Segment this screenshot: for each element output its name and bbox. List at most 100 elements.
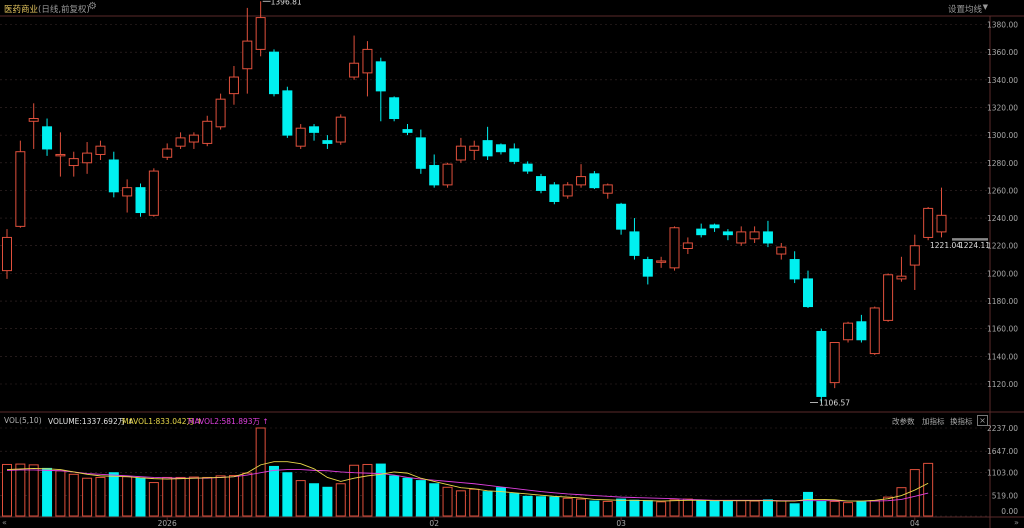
volume-bar-down xyxy=(709,500,720,517)
candle-body xyxy=(803,278,813,308)
candle-body xyxy=(549,184,560,202)
volume-bar-down xyxy=(389,475,400,517)
candle-down xyxy=(495,143,506,155)
min-price-label: 1106.57 xyxy=(819,399,850,408)
candle-up xyxy=(148,168,159,217)
candle-up xyxy=(188,132,199,149)
candle-body xyxy=(696,228,707,236)
candle-body xyxy=(576,176,587,186)
close-icon[interactable]: × xyxy=(977,415,988,426)
candle-down xyxy=(42,118,53,156)
scroll-left-icon[interactable]: « xyxy=(2,518,7,527)
volume-bar-up xyxy=(15,463,26,517)
date-label: 04 xyxy=(910,519,920,528)
candle-body xyxy=(629,231,640,256)
chart-header: 医药商业 (日线,前复权) ⚙ 设置均线 ▼ xyxy=(0,0,1024,16)
scroll-right-icon[interactable]: » xyxy=(1014,518,1019,527)
change-params-button[interactable]: 改参数 xyxy=(892,417,915,426)
volume-axis: 2237.00 1647.00 1103.00 519.00 0.00 xyxy=(987,424,1018,516)
candle-body xyxy=(95,145,106,155)
candle-up xyxy=(896,256,907,282)
volume-header: VOL(5,10) VOLUME:1337.692万 ↑ MAVOL1:833.… xyxy=(0,414,990,426)
candle-up xyxy=(776,242,787,260)
candle-up xyxy=(202,115,213,147)
volume-bar-up xyxy=(776,500,787,517)
max-price-label: 1396.81 xyxy=(271,0,302,6)
candle-down xyxy=(549,182,560,205)
candle-body xyxy=(602,184,613,194)
sector-title[interactable]: 医药商业 xyxy=(4,5,39,15)
candle-body xyxy=(162,148,173,158)
candle-up xyxy=(255,1,266,57)
volume-bar-up xyxy=(669,499,680,517)
candle-body xyxy=(202,120,213,144)
volume-bars xyxy=(2,427,934,517)
candle-body xyxy=(349,62,360,78)
volume-bar-down xyxy=(803,491,813,517)
candle-body xyxy=(856,321,867,341)
candle-down xyxy=(415,129,426,174)
volume-bar-down xyxy=(402,477,413,517)
volume-bar-down xyxy=(135,477,146,517)
candle-up xyxy=(469,140,480,161)
candle-up xyxy=(442,162,453,188)
candle-body xyxy=(816,330,827,397)
volume-bar-up xyxy=(602,500,613,517)
volume-bar-down xyxy=(482,491,493,517)
date-label: 02 xyxy=(429,519,439,528)
last-low-label: 1221.04 xyxy=(930,241,961,250)
volume-bar-down xyxy=(309,483,320,517)
volume-tick-label: 0.00 xyxy=(1001,507,1018,516)
candle-up xyxy=(335,114,346,145)
add-indicator-button[interactable]: 加指标 xyxy=(922,417,945,426)
candle-up xyxy=(883,273,894,322)
candle-body xyxy=(682,242,693,249)
candle-up xyxy=(455,137,466,163)
arrow-up-icon: ↑ xyxy=(262,417,269,426)
candle-down xyxy=(402,124,413,136)
volume-bar-down xyxy=(642,500,653,517)
price-tick-label: 1240.00 xyxy=(987,214,1018,223)
candle-up xyxy=(682,237,693,255)
volume-bar-up xyxy=(682,498,693,517)
candle-down xyxy=(108,151,119,198)
gear-icon[interactable]: ⚙ xyxy=(88,1,97,12)
candle-up xyxy=(82,142,93,174)
candle-body xyxy=(68,158,79,167)
candle-body xyxy=(108,159,119,193)
candle-up xyxy=(95,140,106,161)
volume-bar-up xyxy=(122,476,133,517)
last-close-label: 1224.11 xyxy=(959,241,990,250)
candle-up xyxy=(295,124,306,149)
switch-indicator-button[interactable]: 换指标 xyxy=(950,417,973,426)
vol-indicator-label[interactable]: VOL(5,10) xyxy=(4,416,42,425)
volume-tick-label: 1647.00 xyxy=(987,447,1018,456)
volume-bar-up xyxy=(55,470,66,517)
candle-down xyxy=(722,229,733,241)
candle-body xyxy=(389,97,400,120)
candle-down xyxy=(389,96,400,122)
candle-body xyxy=(215,98,226,128)
candle-body xyxy=(82,152,93,164)
volume-bar-down xyxy=(42,467,53,517)
candle-body xyxy=(415,137,426,169)
volume-bar-up xyxy=(242,472,253,517)
candle-up xyxy=(656,256,667,268)
volume-bar-up xyxy=(162,476,173,517)
candle-body xyxy=(536,176,546,191)
candle-down xyxy=(816,328,827,403)
settings-ma-button[interactable]: 设置均线 xyxy=(947,5,982,15)
volume-bar-up xyxy=(95,476,106,517)
candle-down xyxy=(135,183,146,217)
volume-bar-up xyxy=(295,480,306,517)
candle-down xyxy=(589,171,600,190)
candle-up xyxy=(576,164,587,188)
candle-body xyxy=(242,40,253,70)
candle-body xyxy=(175,137,186,147)
candle-down xyxy=(642,256,653,285)
volume-bar-up xyxy=(148,482,159,517)
caret-down-icon[interactable]: ▼ xyxy=(982,3,988,11)
price-tick-label: 1360.00 xyxy=(987,48,1018,57)
volume-bar-up xyxy=(829,500,840,517)
